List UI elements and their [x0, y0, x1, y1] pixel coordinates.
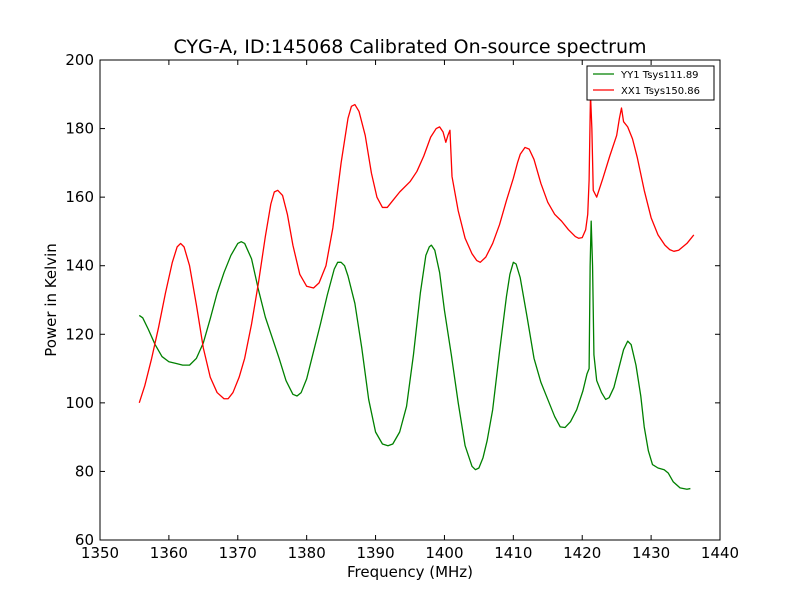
x-tick-label: 1350 [81, 544, 119, 562]
y-tick-label: 60 [75, 531, 94, 549]
x-tick-label: 1390 [356, 544, 394, 562]
y-axis-label: Power in Kelvin [42, 243, 60, 357]
series-line-1 [138, 93, 695, 404]
x-tick-label: 1410 [494, 544, 532, 562]
plot-frame [99, 59, 721, 541]
legend: YY1 Tsys111.89 XX1 Tsys150.86 [586, 65, 715, 101]
y-tick-label: 160 [65, 188, 94, 206]
x-tick-label: 1400 [425, 544, 463, 562]
y-tick-label: 80 [75, 462, 94, 480]
x-tick-label: 1420 [563, 544, 601, 562]
y-tick-label: 100 [65, 394, 94, 412]
legend-label-xx1: XX1 Tsys150.86 [621, 86, 700, 97]
ticks-layer: 1350 1360 1370 1380 1390 1400 1410 1420 1430 1440… [65, 51, 739, 562]
x-axis-label: Frequency (MHz) [347, 563, 473, 581]
x-tick-label: 1440 [701, 544, 739, 562]
y-tick-label: 200 [65, 51, 94, 69]
x-tick-label: 1370 [219, 544, 257, 562]
chart-title: CYG-A, ID:145068 Calibrated On-source sp… [173, 36, 646, 58]
series-layer [138, 93, 695, 490]
x-tick-label: 1380 [288, 544, 326, 562]
legend-box [586, 65, 715, 101]
y-tick-label: 140 [65, 257, 94, 275]
y-tick-label: 120 [65, 325, 94, 343]
plot-area [100, 60, 720, 540]
x-tick-label: 1430 [632, 544, 670, 562]
x-tick-label: 1360 [150, 544, 188, 562]
series-line-0 [138, 220, 691, 490]
y-tick-label: 180 [65, 120, 94, 138]
legend-label-yy1: YY1 Tsys111.89 [620, 70, 699, 81]
